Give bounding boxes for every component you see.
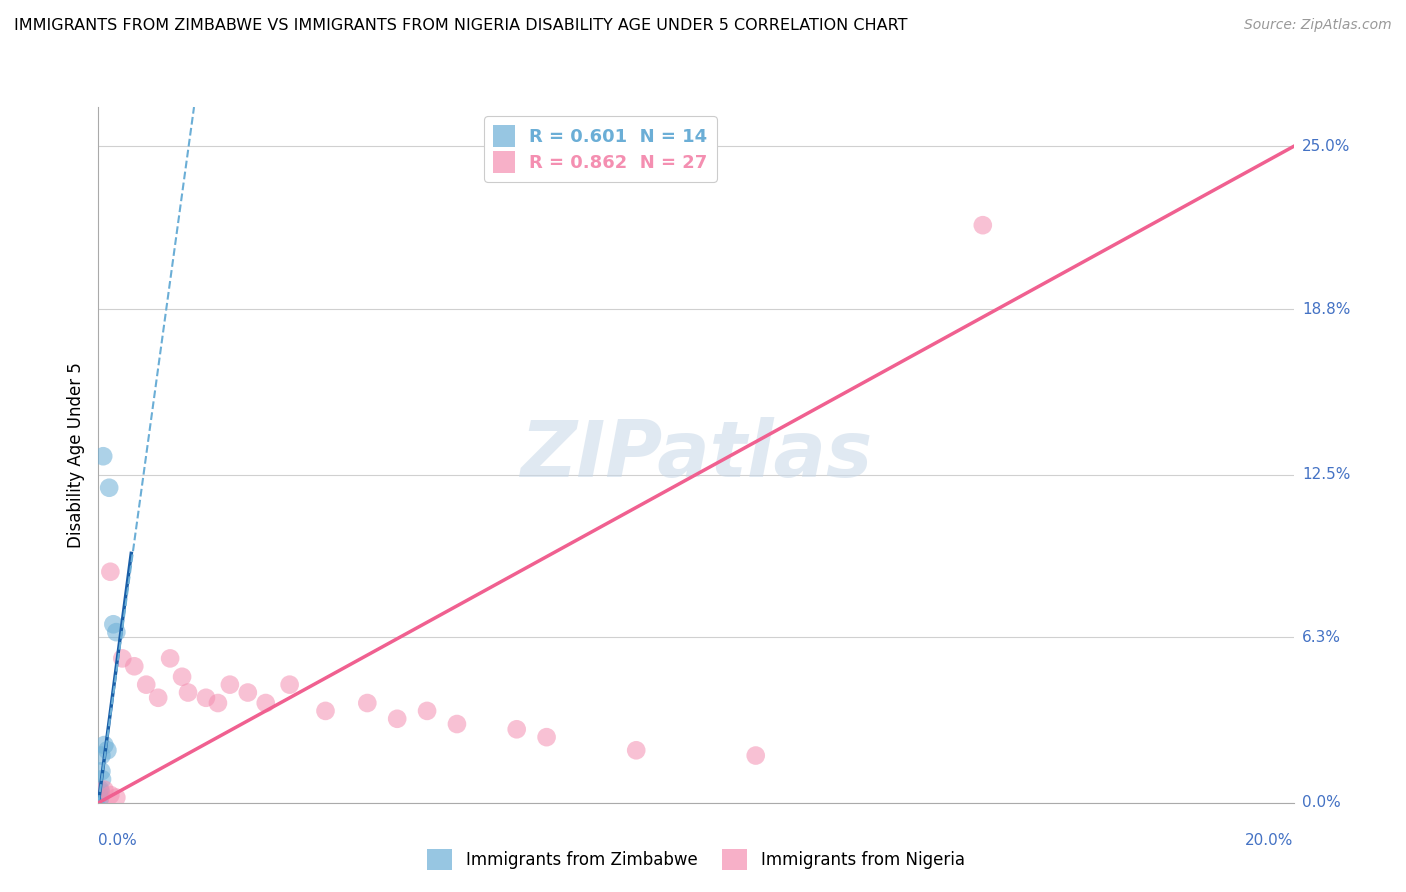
Point bbox=[356, 696, 378, 710]
Point bbox=[236, 685, 259, 699]
Point bbox=[148, 690, 170, 705]
Point bbox=[98, 481, 121, 495]
Point bbox=[972, 218, 994, 232]
Point bbox=[90, 748, 112, 763]
Point bbox=[91, 449, 114, 463]
Point bbox=[172, 670, 194, 684]
Point bbox=[103, 617, 125, 632]
Text: 6.3%: 6.3% bbox=[1302, 630, 1341, 645]
Text: ZIPatlas: ZIPatlas bbox=[520, 417, 872, 493]
Point bbox=[624, 743, 647, 757]
Text: 12.5%: 12.5% bbox=[1302, 467, 1350, 482]
Point bbox=[98, 788, 122, 802]
Point bbox=[745, 748, 768, 763]
Point bbox=[89, 793, 111, 807]
Point bbox=[96, 743, 118, 757]
Point bbox=[124, 659, 146, 673]
Point bbox=[177, 685, 200, 699]
Text: 0.0%: 0.0% bbox=[98, 833, 138, 848]
Point bbox=[385, 712, 409, 726]
Text: 20.0%: 20.0% bbox=[1246, 833, 1294, 848]
Point bbox=[89, 782, 111, 797]
Point bbox=[91, 772, 114, 787]
Point bbox=[219, 678, 242, 692]
Point bbox=[105, 790, 128, 805]
Point bbox=[278, 678, 301, 692]
Point bbox=[93, 782, 115, 797]
Point bbox=[446, 717, 468, 731]
Point bbox=[207, 696, 229, 710]
Text: 0.0%: 0.0% bbox=[1302, 796, 1340, 810]
Point bbox=[416, 704, 439, 718]
Point bbox=[506, 723, 529, 737]
Point bbox=[194, 690, 218, 705]
Text: 25.0%: 25.0% bbox=[1302, 139, 1350, 154]
Point bbox=[90, 785, 112, 799]
Point bbox=[254, 696, 277, 710]
Point bbox=[159, 651, 181, 665]
Point bbox=[89, 788, 111, 802]
Point bbox=[90, 764, 112, 779]
Point bbox=[93, 738, 115, 752]
Point bbox=[89, 790, 111, 805]
Point bbox=[314, 704, 337, 718]
Y-axis label: Disability Age Under 5: Disability Age Under 5 bbox=[66, 362, 84, 548]
Point bbox=[135, 678, 157, 692]
Legend: Immigrants from Zimbabwe, Immigrants from Nigeria: Immigrants from Zimbabwe, Immigrants fro… bbox=[419, 841, 973, 878]
Text: Source: ZipAtlas.com: Source: ZipAtlas.com bbox=[1244, 18, 1392, 32]
Point bbox=[536, 730, 558, 744]
Point bbox=[111, 651, 134, 665]
Point bbox=[98, 565, 122, 579]
Point bbox=[105, 625, 128, 640]
Text: 18.8%: 18.8% bbox=[1302, 301, 1350, 317]
Text: IMMIGRANTS FROM ZIMBABWE VS IMMIGRANTS FROM NIGERIA DISABILITY AGE UNDER 5 CORRE: IMMIGRANTS FROM ZIMBABWE VS IMMIGRANTS F… bbox=[14, 18, 907, 33]
